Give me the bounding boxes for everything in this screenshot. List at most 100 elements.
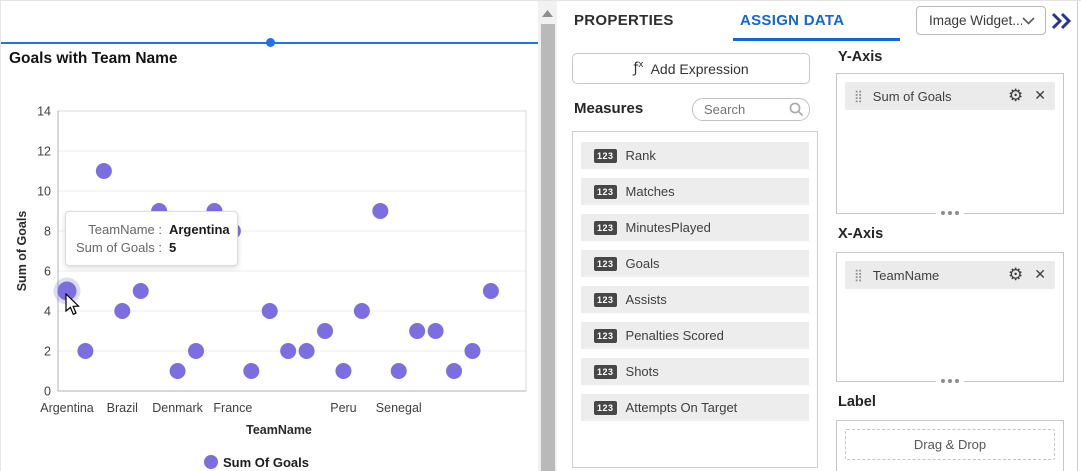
data-point[interactable]	[427, 323, 444, 339]
data-point[interactable]	[243, 363, 260, 379]
search-input[interactable]	[692, 98, 810, 121]
gear-icon[interactable]: ⚙	[1008, 264, 1024, 285]
measure-item-label: Penalties Scored	[625, 328, 724, 343]
x-axis-dropzone[interactable]: ⣿ TeamName ⚙ ✕	[836, 252, 1064, 383]
drag-drop-target[interactable]: Drag & Drop	[845, 429, 1055, 460]
panel-right-border	[1077, 1, 1078, 471]
scrollbar-up-arrow-icon[interactable]	[538, 5, 557, 21]
tab-properties[interactable]: PROPERTIES	[574, 12, 674, 29]
data-point[interactable]	[261, 303, 278, 319]
y-tick-label: 0	[44, 385, 51, 399]
measures-list: 123 Rank 123 Matches 123 MinutesPlayed 123 Goal…	[572, 131, 818, 468]
data-point[interactable]	[169, 363, 186, 379]
double-chevron-right-icon[interactable]	[1050, 10, 1072, 32]
y-tick-label: 6	[44, 265, 51, 279]
section-resize-handle[interactable]	[936, 211, 964, 215]
measure-item[interactable]: 123 Penalties Scored	[581, 322, 809, 349]
data-point[interactable]	[446, 363, 463, 379]
measure-item[interactable]: 123 MinutesPlayed	[581, 214, 809, 241]
tooltip-label: Sum of Goals :	[76, 240, 162, 255]
numeric-field-icon: 123	[594, 328, 617, 343]
close-icon[interactable]: ✕	[1034, 267, 1046, 283]
x-axis-field-label: TeamName	[872, 267, 940, 283]
x-axis-field-chip[interactable]: ⣿ TeamName ⚙ ✕	[845, 261, 1055, 289]
scrollbar-thumb[interactable]	[541, 24, 555, 471]
data-point[interactable]	[335, 363, 352, 379]
y-axis-title: Sum of Goals	[15, 211, 29, 292]
x-tick-label: Brazil	[107, 401, 138, 415]
scatter-chart[interactable]: 0 2 4 6 8 10 12 14 Argentina Brazil Denmark France P…	[1, 1, 539, 471]
measure-item[interactable]: 123 Matches	[581, 178, 809, 205]
data-point[interactable]	[409, 323, 426, 339]
chart-widget[interactable]: Goals with Team Name 0 2 4 6 8 10 12 14 Argentin…	[0, 1, 539, 471]
data-point[interactable]	[57, 281, 77, 301]
chevron-down-icon	[1022, 16, 1035, 25]
widget-selector-value: Image Widget...	[929, 13, 1022, 28]
measure-item[interactable]: 123 Rank	[581, 142, 809, 169]
tab-assign-data[interactable]: ASSIGN DATA	[740, 12, 845, 29]
y-tick-label: 12	[37, 145, 51, 159]
data-point[interactable]	[353, 303, 370, 319]
data-point[interactable]	[464, 343, 481, 359]
properties-panel: PROPERTIES ASSIGN DATA Image Widget... ƒ…	[557, 1, 1081, 471]
measure-item[interactable]: 123 Assists	[581, 286, 809, 313]
measure-item-label: Attempts On Target	[625, 400, 738, 415]
y-tick-label: 4	[44, 305, 51, 319]
section-resize-handle[interactable]	[936, 379, 964, 383]
measure-item-label: Rank	[625, 148, 656, 163]
data-point[interactable]	[280, 343, 297, 359]
numeric-field-icon: 123	[594, 364, 617, 379]
measure-item-label: Matches	[625, 184, 675, 199]
x-tick-label: France	[213, 401, 252, 415]
data-point[interactable]	[77, 343, 94, 359]
data-point[interactable]	[372, 203, 389, 219]
y-tick-label: 8	[44, 225, 51, 239]
y-axis-dropzone[interactable]: ⣿ Sum of Goals ⚙ ✕	[836, 73, 1064, 215]
mouse-cursor-icon	[65, 293, 80, 316]
y-axis-heading: Y-Axis	[838, 49, 883, 65]
chart-tooltip: TeamName : Argentina Sum of Goals : 5	[65, 211, 238, 266]
y-tick-label: 2	[44, 345, 51, 359]
data-point[interactable]	[114, 303, 131, 319]
y-tick-label: 10	[37, 185, 51, 199]
y-tick-label: 14	[37, 105, 51, 119]
label-dropzone-box[interactable]: Drag & Drop	[836, 420, 1064, 471]
numeric-field-icon: 123	[594, 400, 617, 415]
data-point[interactable]	[95, 163, 112, 179]
label-heading: Label	[838, 394, 876, 410]
gear-icon[interactable]: ⚙	[1008, 85, 1024, 106]
measure-item[interactable]: 123 Attempts On Target	[581, 394, 809, 421]
measure-item[interactable]: 123 Goals	[581, 250, 809, 277]
data-point[interactable]	[188, 343, 205, 359]
legend-marker[interactable]	[204, 455, 218, 469]
x-tick-label: Argentina	[40, 401, 94, 415]
x-tick-label: Denmark	[152, 401, 203, 415]
active-tab-underline	[733, 38, 900, 41]
widget-resize-handle[interactable]	[266, 38, 275, 47]
data-point[interactable]	[298, 343, 315, 359]
drag-handle-icon[interactable]: ⣿	[854, 268, 863, 282]
x-tick-label: Peru	[330, 401, 356, 415]
numeric-field-icon: 123	[594, 148, 617, 163]
x-axis-title: TeamName	[246, 423, 312, 437]
measure-item[interactable]: 123 Shots	[581, 358, 809, 385]
data-point[interactable]	[132, 283, 149, 299]
close-icon[interactable]: ✕	[1034, 88, 1046, 104]
add-expression-label: Add Expression	[650, 60, 749, 77]
fx-icon: ƒx	[633, 60, 644, 77]
data-point[interactable]	[482, 283, 499, 299]
measures-heading: Measures	[574, 100, 644, 117]
add-expression-button[interactable]: ƒx Add Expression	[572, 53, 810, 84]
measure-item-label: Assists	[625, 292, 667, 307]
data-point[interactable]	[317, 323, 334, 339]
search-icon	[789, 102, 804, 117]
drag-handle-icon[interactable]: ⣿	[854, 89, 863, 103]
tooltip-label: TeamName :	[88, 222, 162, 237]
widget-selector-dropdown[interactable]: Image Widget...	[916, 6, 1046, 35]
y-axis-field-label: Sum of Goals	[872, 88, 952, 104]
numeric-field-icon: 123	[594, 220, 617, 235]
legend-label[interactable]: Sum Of Goals	[223, 455, 309, 470]
data-point[interactable]	[390, 363, 407, 379]
y-axis-field-chip[interactable]: ⣿ Sum of Goals ⚙ ✕	[845, 82, 1055, 110]
